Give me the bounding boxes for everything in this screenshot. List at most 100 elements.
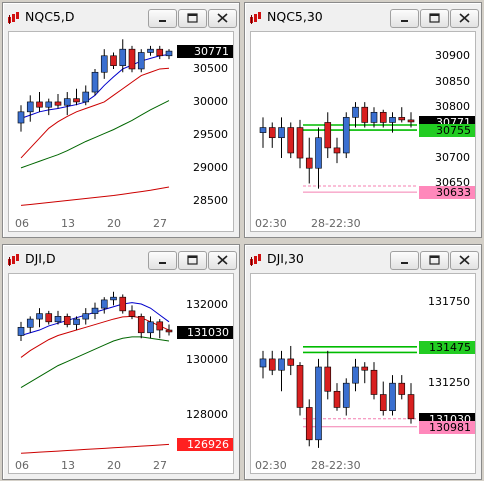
candle-body bbox=[73, 318, 80, 325]
candle-body bbox=[156, 321, 164, 331]
candle-body bbox=[82, 91, 90, 103]
price-chart[interactable] bbox=[9, 274, 175, 473]
last-price-badge: 131475 bbox=[419, 340, 475, 354]
y-tick-label: 30000 bbox=[193, 94, 228, 108]
close-button[interactable] bbox=[208, 251, 237, 270]
last-price-badge: 130981 bbox=[419, 420, 475, 434]
minimize-button[interactable] bbox=[390, 251, 419, 270]
maximize-button[interactable] bbox=[420, 251, 449, 270]
chart-window-dji-d[interactable]: DJI,D 132000 130000 128000 131030 126926 06 13 2… bbox=[2, 244, 240, 480]
candle-body bbox=[26, 318, 34, 328]
min-icon bbox=[401, 20, 408, 22]
y-tick-label: 132000 bbox=[186, 298, 228, 312]
chart-window-nqc5-30[interactable]: NQC5,30 30900 30850 30800 30700 30650 30771 307… bbox=[244, 2, 482, 238]
candle-body bbox=[17, 326, 25, 336]
price-axis[interactable]: 30900 30850 30800 30700 30650 30771 30755 30633 bbox=[417, 32, 475, 231]
close-icon bbox=[459, 255, 470, 265]
chart-app-icon bbox=[249, 10, 263, 24]
candle-body bbox=[137, 316, 145, 334]
moving-average-line bbox=[20, 67, 170, 159]
price-chart[interactable] bbox=[9, 32, 175, 231]
candle-body bbox=[268, 358, 276, 371]
price-axis[interactable]: 30500 30000 29500 29000 28500 30771 bbox=[175, 32, 233, 231]
candle-body bbox=[36, 313, 43, 320]
moving-average-line bbox=[20, 336, 170, 388]
candle-body bbox=[324, 366, 332, 392]
candle-body bbox=[100, 55, 108, 73]
y-tick-label: 29000 bbox=[193, 160, 228, 174]
candle-body bbox=[268, 127, 276, 139]
plot-area[interactable]: 30900 30850 30800 30700 30650 30771 30755 30633… bbox=[250, 31, 476, 232]
candle-body bbox=[342, 117, 350, 154]
candle-body bbox=[370, 111, 378, 123]
price-chart[interactable] bbox=[251, 32, 417, 231]
candle-body bbox=[147, 48, 154, 53]
candle-body bbox=[287, 358, 295, 366]
title-bar[interactable]: NQC5,30 bbox=[245, 3, 481, 31]
candle-body bbox=[361, 366, 369, 371]
plot-area[interactable]: 132000 130000 128000 131030 126926 06 13 20 27 bbox=[8, 273, 234, 474]
max-icon bbox=[187, 255, 198, 265]
window-title: DJI,D bbox=[25, 251, 56, 266]
max-icon bbox=[429, 255, 440, 265]
minimize-button[interactable] bbox=[390, 9, 419, 28]
candle-body bbox=[54, 316, 62, 323]
close-icon bbox=[459, 13, 470, 23]
y-tick-label: 130000 bbox=[186, 353, 228, 367]
plot-area[interactable]: 30500 30000 29500 29000 28500 30771 06 13 20 27 bbox=[8, 31, 234, 232]
price-axis[interactable]: 132000 130000 128000 131030 126926 bbox=[175, 274, 233, 473]
chart-window-dji-30[interactable]: DJI,30 131750 131250 131475 131030 130981 02:3… bbox=[244, 244, 482, 480]
plot-area[interactable]: 131750 131250 131475 131030 130981 02:30 28-22… bbox=[250, 273, 476, 474]
y-tick-label: 131250 bbox=[428, 376, 470, 390]
chart-app-icon bbox=[7, 252, 21, 266]
x-tick-label: 06 bbox=[15, 459, 29, 472]
y-tick-label: 128000 bbox=[186, 407, 228, 421]
last-price-badge: 30633 bbox=[419, 186, 475, 200]
candle-body bbox=[287, 127, 295, 154]
candle-body bbox=[398, 382, 406, 395]
candle-body bbox=[278, 358, 285, 371]
candle-body bbox=[45, 101, 53, 108]
title-bar[interactable]: DJI,30 bbox=[245, 245, 481, 273]
x-tick-label: 28-22:30 bbox=[311, 217, 361, 230]
candle-body bbox=[26, 101, 34, 113]
title-bar[interactable]: DJI,D bbox=[3, 245, 239, 273]
close-icon bbox=[217, 13, 228, 23]
window-title: DJI,30 bbox=[267, 251, 304, 266]
maximize-button[interactable] bbox=[178, 9, 207, 28]
candle-body bbox=[379, 111, 387, 123]
x-tick-label: 20 bbox=[107, 217, 121, 230]
last-price-badge: 30755 bbox=[419, 124, 475, 138]
candle-body bbox=[63, 316, 71, 325]
candle-body bbox=[389, 382, 396, 411]
candle-body bbox=[259, 127, 267, 133]
candle-body bbox=[352, 106, 359, 118]
title-bar[interactable]: NQC5,D bbox=[3, 3, 239, 31]
last-price-badge: 30771 bbox=[177, 45, 233, 59]
moving-average-line bbox=[20, 100, 170, 169]
candle-body bbox=[110, 296, 117, 301]
close-button[interactable] bbox=[450, 9, 479, 28]
price-chart[interactable] bbox=[251, 274, 417, 473]
maximize-button[interactable] bbox=[178, 251, 207, 270]
y-tick-label: 30900 bbox=[435, 49, 470, 63]
y-tick-label: 28500 bbox=[193, 193, 228, 207]
price-axis[interactable]: 131750 131250 131475 131030 130981 bbox=[417, 274, 475, 473]
close-button[interactable] bbox=[450, 251, 479, 270]
x-tick-label: 28-22:30 bbox=[311, 459, 361, 472]
candle-body bbox=[389, 117, 396, 123]
minimize-button[interactable] bbox=[148, 251, 177, 270]
candle-body bbox=[333, 390, 341, 408]
y-tick-label: 131750 bbox=[428, 295, 470, 309]
candle-body bbox=[370, 369, 378, 395]
maximize-button[interactable] bbox=[420, 9, 449, 28]
x-tick-label: 02:30 bbox=[255, 459, 287, 472]
chart-window-nqc5-d[interactable]: NQC5,D 30500 30000 29500 29000 28500 30771 06 13… bbox=[2, 2, 240, 238]
minimize-button[interactable] bbox=[148, 9, 177, 28]
last-price-badge: 126926 bbox=[177, 438, 233, 452]
x-tick-label: 27 bbox=[153, 459, 167, 472]
window-title: NQC5,30 bbox=[267, 9, 323, 24]
candle-body bbox=[259, 358, 267, 368]
close-button[interactable] bbox=[208, 9, 237, 28]
candle-body bbox=[361, 106, 369, 123]
